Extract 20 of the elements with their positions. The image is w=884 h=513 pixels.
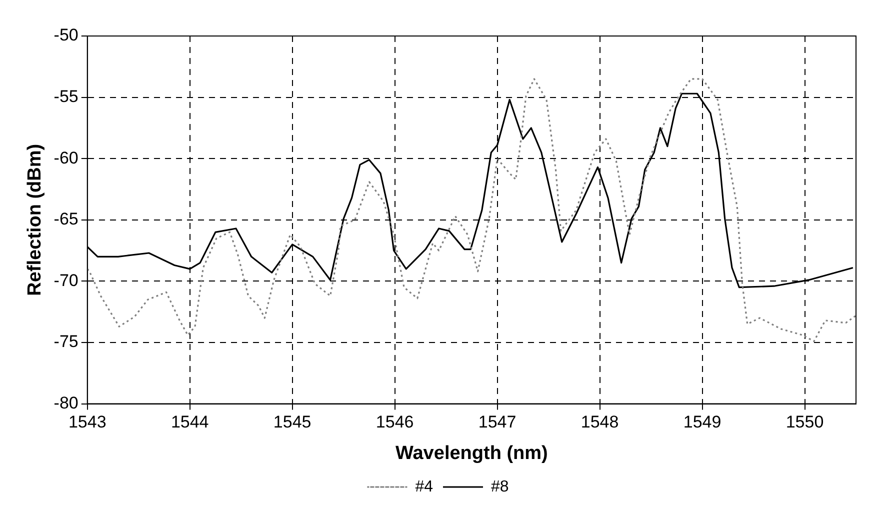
- x-axis-title: Wavelength (nm): [396, 442, 548, 464]
- y-tick-label: -70: [54, 270, 78, 290]
- line-series: [87, 78, 856, 342]
- x-tick-label: 1549: [683, 412, 722, 432]
- x-tick-label: 1550: [786, 412, 824, 432]
- x-tick-label: 1548: [580, 412, 619, 432]
- y-tick-label: -50: [54, 26, 78, 45]
- legend-label: #8: [491, 478, 509, 496]
- x-tick-label: 1546: [376, 412, 414, 432]
- x-tick-label: 1543: [68, 412, 106, 432]
- y-tick-label: -65: [54, 210, 78, 229]
- legend-label: #4: [415, 478, 434, 496]
- y-tick-label: -80: [54, 393, 78, 412]
- y-tick-label: -60: [54, 148, 78, 168]
- x-tick-label: 1545: [273, 412, 312, 432]
- x-tick-label: 1547: [478, 412, 516, 432]
- y-tick-label: -55: [54, 86, 78, 106]
- y-axis-title: Reflection (dBm): [24, 144, 46, 296]
- y-tick-label: -75: [54, 332, 78, 352]
- x-tick-label: 1544: [170, 412, 209, 432]
